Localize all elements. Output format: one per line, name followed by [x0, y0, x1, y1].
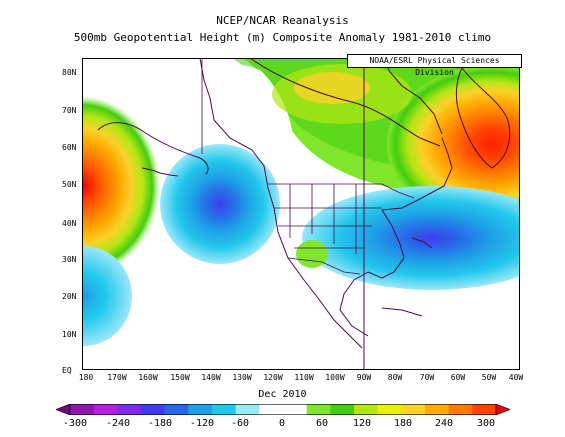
- colorbar-swatch: [283, 404, 308, 415]
- lat-label: 30N: [62, 255, 77, 264]
- colorbar-swatch: [354, 404, 379, 415]
- ridge-canada-core: [294, 72, 370, 104]
- colorbar-swatch: [93, 404, 118, 415]
- lon-label: 70W: [419, 373, 435, 382]
- colorbar-tick: 240: [434, 418, 454, 429]
- lon-label: 150W: [170, 373, 190, 382]
- pacific-light-gap: [82, 58, 293, 156]
- lon-label: 90W: [356, 373, 372, 382]
- lon-label: 140W: [201, 373, 221, 382]
- colorbar-swatch: [212, 404, 237, 415]
- lat-label: EQ: [62, 366, 72, 375]
- lon-label: 110W: [294, 373, 314, 382]
- colorbar: [56, 404, 510, 415]
- anomaly-map: [82, 58, 520, 370]
- colorbar-tick: -60: [230, 418, 250, 429]
- chart-title: NCEP/NCAR Reanalysis: [216, 14, 349, 27]
- lon-label: 120W: [263, 373, 283, 382]
- lat-label: 70N: [62, 106, 77, 115]
- colorbar-swatch: [117, 404, 142, 415]
- lon-label: 170W: [107, 373, 127, 382]
- date-label: Dec 2010: [258, 389, 307, 400]
- lat-label: 80N: [62, 68, 77, 77]
- coastlines: [97, 58, 511, 349]
- political-boundaries: [201, 58, 415, 275]
- colorbar-swatch: [425, 404, 450, 415]
- lon-label: 80W: [387, 373, 403, 382]
- colorbar-swatch: [330, 404, 355, 415]
- ridge-greenland: [387, 66, 520, 222]
- lat-label: 60N: [62, 143, 77, 152]
- lon-label: 180: [78, 373, 94, 382]
- trough-western-atlantic: [302, 186, 520, 290]
- colorbar-swatch: [472, 404, 497, 415]
- colorbar-left-arrow: [56, 404, 71, 415]
- chart-subtitle: 500mb Geopotential Height (m) Composite …: [73, 31, 492, 44]
- colorbar-swatch: [70, 404, 95, 415]
- lat-label: 50N: [62, 180, 77, 189]
- lat-label: 10N: [62, 330, 77, 339]
- colorbar-tick: -240: [105, 418, 131, 429]
- lon-label: 100W: [325, 373, 345, 382]
- ridge-pacific-west: [82, 96, 160, 276]
- map-frame: [82, 58, 520, 370]
- colorbar-tick: 0: [278, 418, 286, 429]
- trough-gulf-of-alaska: [160, 144, 280, 264]
- colorbar-swatch: [259, 404, 284, 415]
- lat-label: 20N: [62, 292, 77, 301]
- colorbar-tick: 300: [476, 418, 496, 429]
- colorbar-swatch: [164, 404, 189, 415]
- colorbar-tick: 120: [352, 418, 372, 429]
- tropical-pacific-negative: [82, 246, 132, 346]
- colorbar-tick: 180: [393, 418, 413, 429]
- colorbar-tick: -120: [189, 418, 215, 429]
- lon-label: 60W: [450, 373, 466, 382]
- colorbar-swatch: [188, 404, 213, 415]
- anomaly-map-svg: [82, 58, 520, 370]
- southwest-us-positive: [296, 240, 328, 268]
- colorbar-swatch: [235, 404, 260, 415]
- colorbar-tick: -300: [62, 418, 88, 429]
- colorbar-right-arrow: [495, 404, 510, 415]
- colorbar-swatch: [401, 404, 426, 415]
- colorbar-tick: 60: [315, 418, 329, 429]
- colorbar-tick: -180: [147, 418, 173, 429]
- colorbar-swatch: [141, 404, 166, 415]
- lon-label: 40W: [508, 373, 524, 382]
- lon-label: 160W: [138, 373, 158, 382]
- colorbar-swatch: [448, 404, 473, 415]
- colorbar-swatch: [306, 404, 331, 415]
- lat-label: 40N: [62, 219, 77, 228]
- credit-box: NOAA/ESRL Physical Sciences Division: [347, 54, 522, 77]
- colorbar-swatch: [377, 404, 402, 415]
- lon-label: 50W: [481, 373, 497, 382]
- lon-label: 130W: [232, 373, 252, 382]
